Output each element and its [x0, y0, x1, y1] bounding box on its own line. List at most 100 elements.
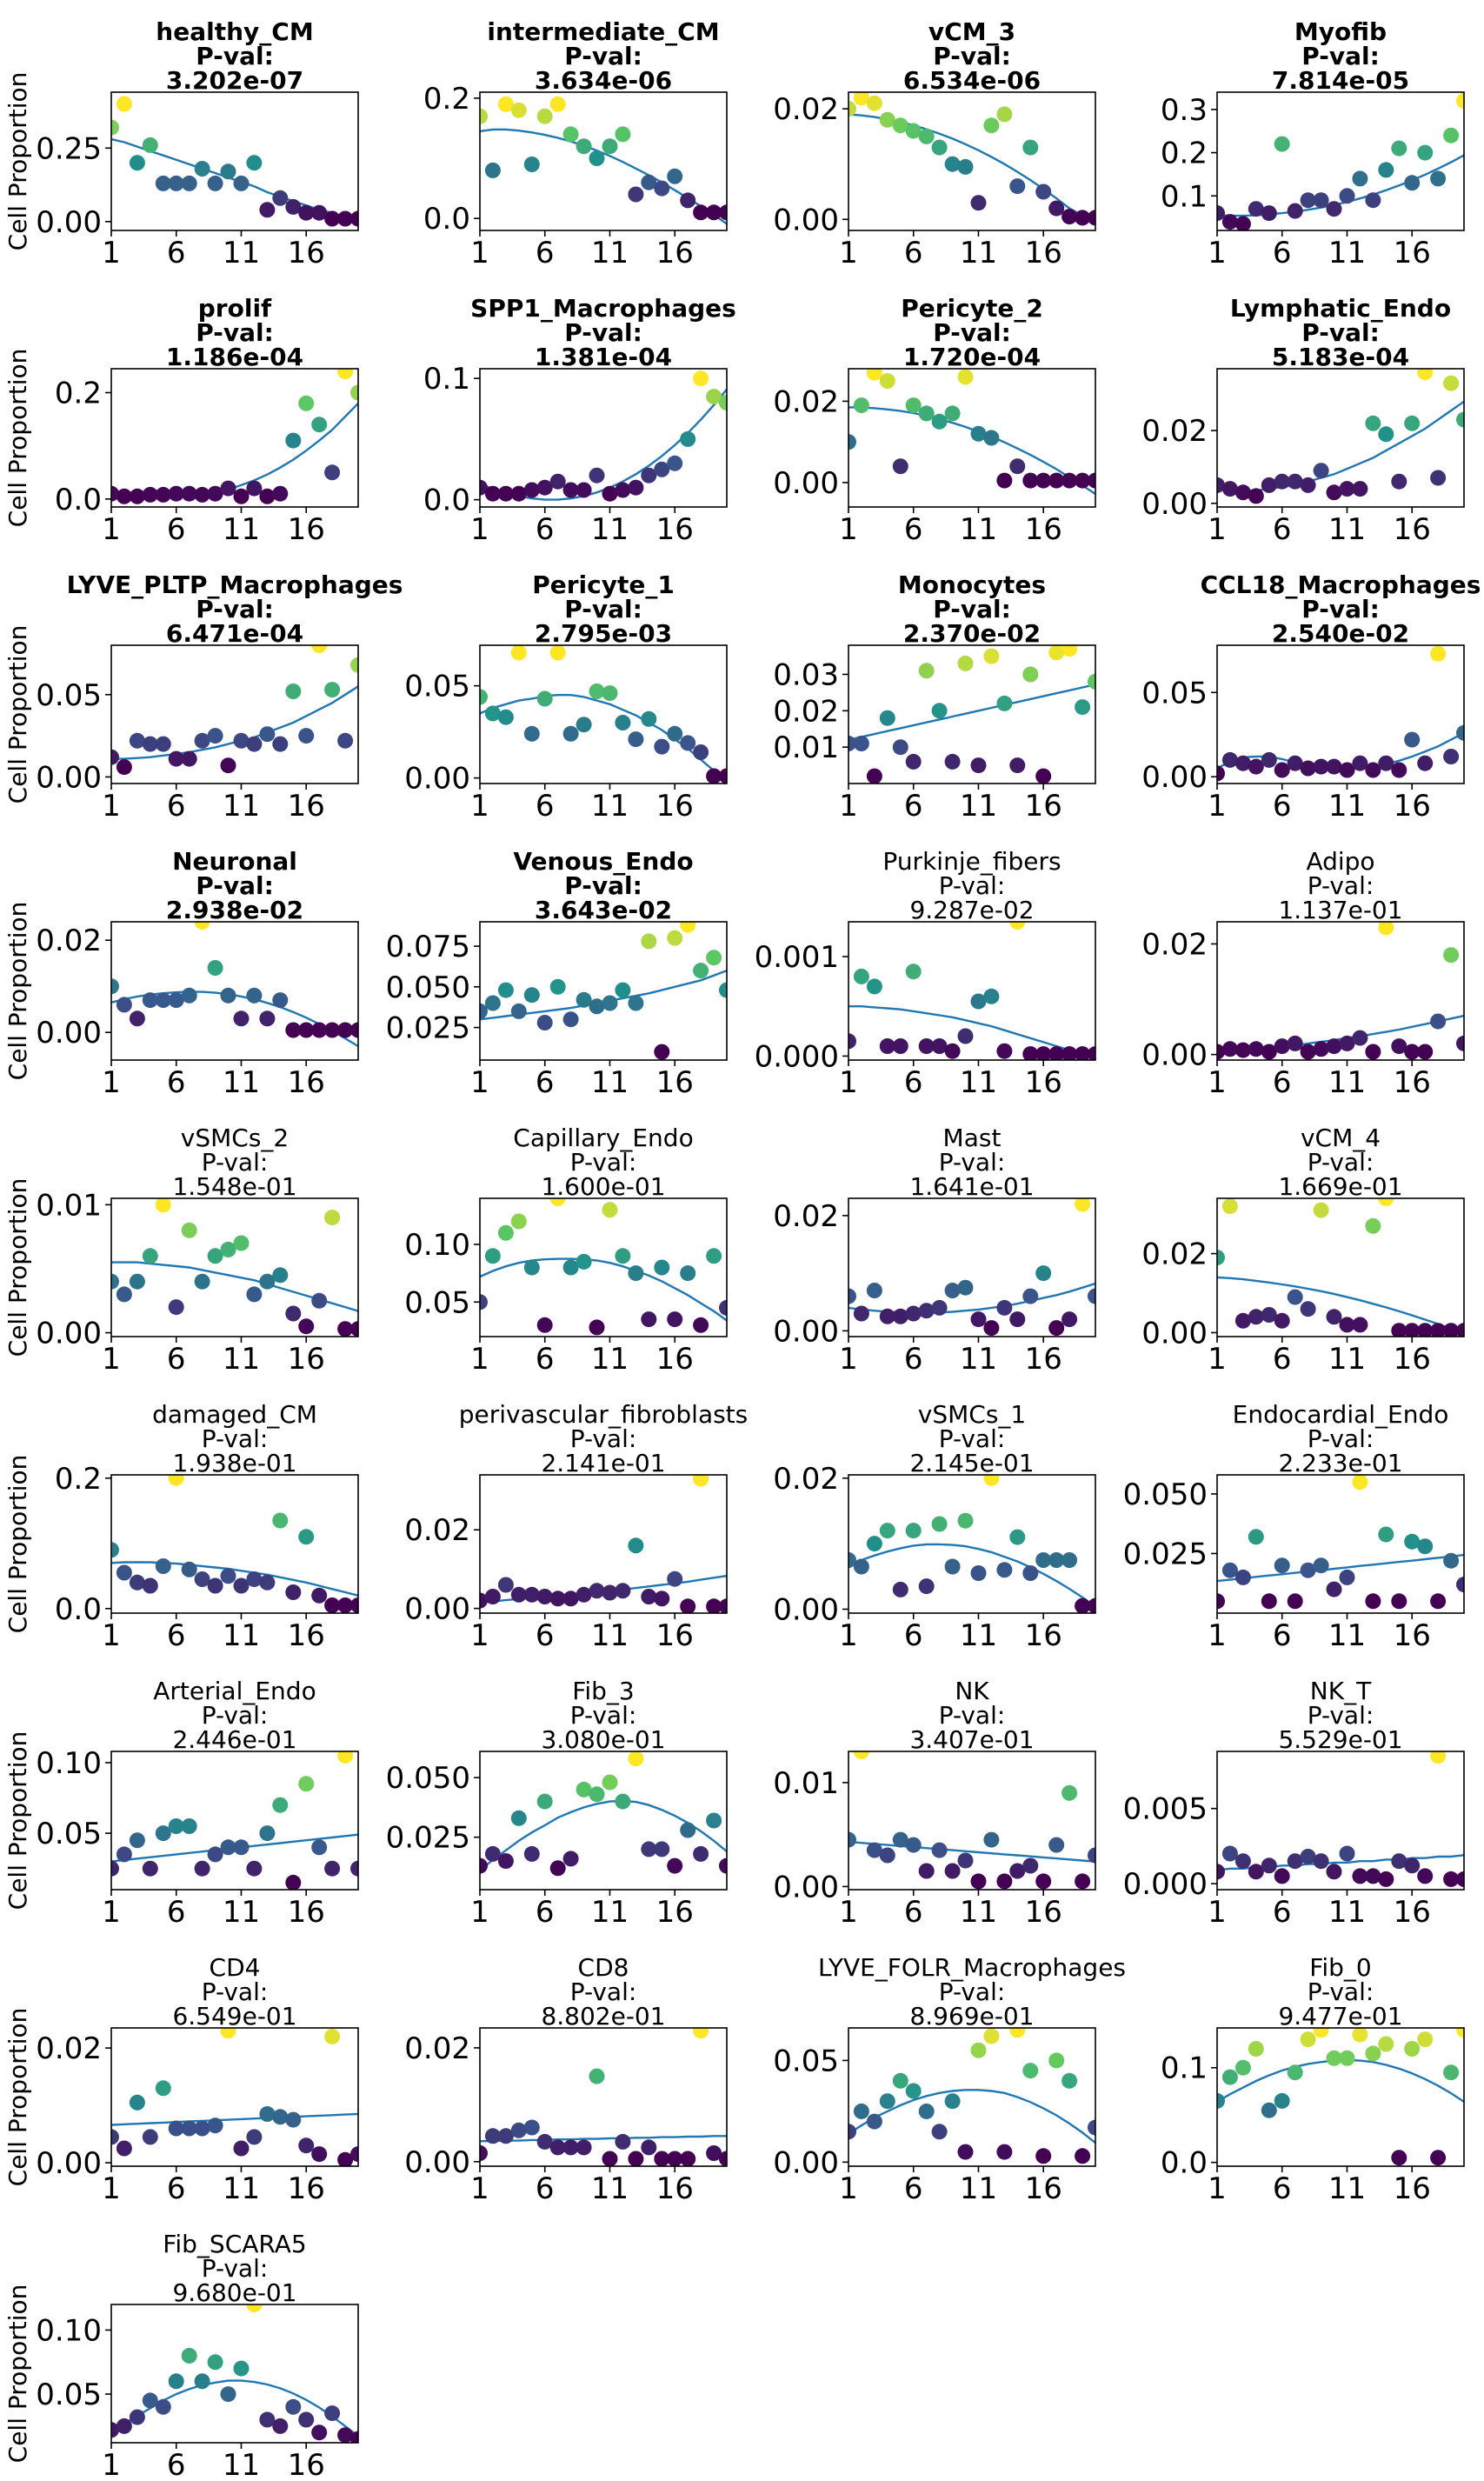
pval-label: P-val:: [933, 42, 1011, 70]
x-tick-label: 6: [904, 2171, 923, 2206]
data-point: [918, 663, 935, 679]
data-point: [1443, 947, 1460, 964]
pval-label: P-val:: [1308, 1977, 1374, 2006]
x-tick-label: 1: [470, 1618, 489, 1653]
y-tick-label: 0.00: [773, 1592, 839, 1627]
pval-value: 1.641e-01: [909, 1172, 1034, 1201]
data-point: [111, 2129, 119, 2145]
pval-label: P-val:: [1301, 42, 1380, 70]
data-point: [905, 753, 922, 770]
data-point: [1035, 183, 1052, 200]
data-point: [155, 1825, 171, 1842]
data-point: [576, 991, 592, 1008]
data-point: [1326, 758, 1342, 775]
subplot-title: prolif: [198, 294, 272, 323]
data-point: [602, 685, 618, 702]
x-tick-label: 16: [656, 2171, 694, 2206]
subplot-Fib_0: Fib_0P-val:9.477e-011 6 11 160.00.1: [1161, 1953, 1465, 2206]
data-point: [944, 1863, 961, 1879]
x-tick-label: 6: [904, 1895, 923, 1930]
data-point: [1313, 1853, 1329, 1870]
data-point: [667, 725, 683, 742]
data-point: [1339, 1035, 1355, 1051]
data-point: [1075, 1597, 1091, 1613]
data-point: [497, 2128, 514, 2144]
data-point: [259, 202, 276, 218]
pval-value: 2.233e-01: [1278, 1449, 1402, 1477]
pval-label: P-val:: [939, 1701, 1006, 1730]
data-point: [1352, 2028, 1368, 2043]
pval-label: P-val:: [196, 318, 274, 347]
data-point: [220, 987, 236, 1004]
data-point: [1234, 2059, 1251, 2076]
data-point: [562, 1591, 579, 1607]
data-point: [866, 1842, 882, 1858]
data-point: [680, 192, 696, 209]
data-point: [1221, 2069, 1238, 2085]
data-point: [129, 1273, 145, 1290]
x-tick-label: 6: [1273, 1065, 1292, 1100]
data-point: [918, 1863, 935, 1879]
data-point: [615, 2133, 631, 2150]
data-point: [259, 726, 276, 743]
data-point: [944, 1043, 961, 1059]
data-point: [853, 1558, 869, 1575]
data-point: [285, 432, 302, 449]
data-point: [233, 1235, 250, 1251]
data-point: [298, 1318, 315, 1335]
data-point: [853, 2103, 869, 2119]
x-tick-label: 1: [839, 1342, 858, 1377]
data-point: [667, 930, 683, 946]
data-point: [1313, 192, 1329, 209]
y-axis-label: Cell Proportion: [3, 902, 32, 1081]
data-point: [1217, 1864, 1225, 1880]
data-point: [1088, 472, 1095, 489]
subplot-title: Neuronal: [172, 847, 297, 876]
data-point: [931, 413, 948, 430]
data-point: [337, 2151, 354, 2166]
data-point: [1048, 2052, 1065, 2069]
data-point: [1287, 1289, 1303, 1305]
axes-frame: [848, 2027, 1096, 2167]
data-point: [350, 1022, 358, 1038]
data-point: [497, 1577, 514, 1593]
subplot-title: Fib_0: [1309, 1953, 1371, 1982]
data-point: [1430, 645, 1447, 662]
data-point: [181, 1561, 197, 1577]
data-point: [1234, 1042, 1251, 1058]
data-point: [350, 1860, 358, 1877]
subplot-title: damaged_CM: [152, 1400, 317, 1429]
axes-frame: [848, 921, 1096, 1061]
y-tick-label: 0.02: [773, 1462, 839, 1497]
data-point: [1009, 178, 1026, 195]
data-point: [246, 2304, 263, 2312]
x-tick-label: 11: [591, 1065, 629, 1100]
y-tick-label: 0.00: [36, 1317, 102, 1351]
data-point: [1326, 1864, 1342, 1880]
data-point: [1391, 1323, 1407, 1337]
data-point: [853, 1305, 869, 1322]
x-tick-label: 1: [470, 789, 489, 824]
pval-label: P-val:: [564, 42, 642, 70]
data-point: [589, 1786, 605, 1803]
pval-label: P-val:: [1301, 595, 1380, 624]
axes-frame: [848, 1751, 1096, 1891]
data-point: [879, 1847, 895, 1864]
data-point: [1287, 1853, 1303, 1870]
data-point: [272, 485, 289, 502]
data-point: [1339, 762, 1355, 778]
data-point: [111, 1273, 119, 1290]
data-point: [220, 1568, 236, 1584]
data-point: [1378, 1526, 1394, 1543]
data-point: [1061, 472, 1078, 489]
y-tick-label: 0.02: [404, 2031, 470, 2066]
data-point: [549, 1591, 566, 1607]
data-point: [116, 488, 132, 504]
x-tick-label: 11: [223, 2171, 260, 2206]
subplot-title: Pericyte_2: [901, 294, 1043, 323]
data-point: [1352, 1317, 1368, 1333]
x-tick-label: 11: [223, 1342, 260, 1377]
